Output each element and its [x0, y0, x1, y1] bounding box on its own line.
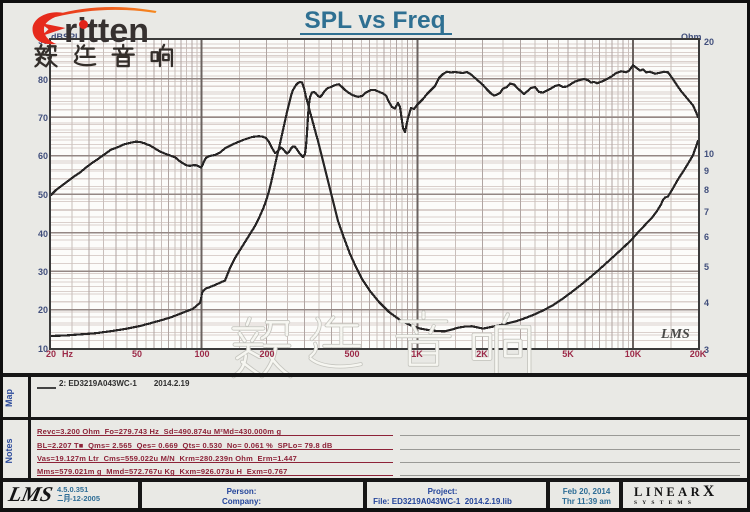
- svg-text:LMS: LMS: [660, 327, 690, 342]
